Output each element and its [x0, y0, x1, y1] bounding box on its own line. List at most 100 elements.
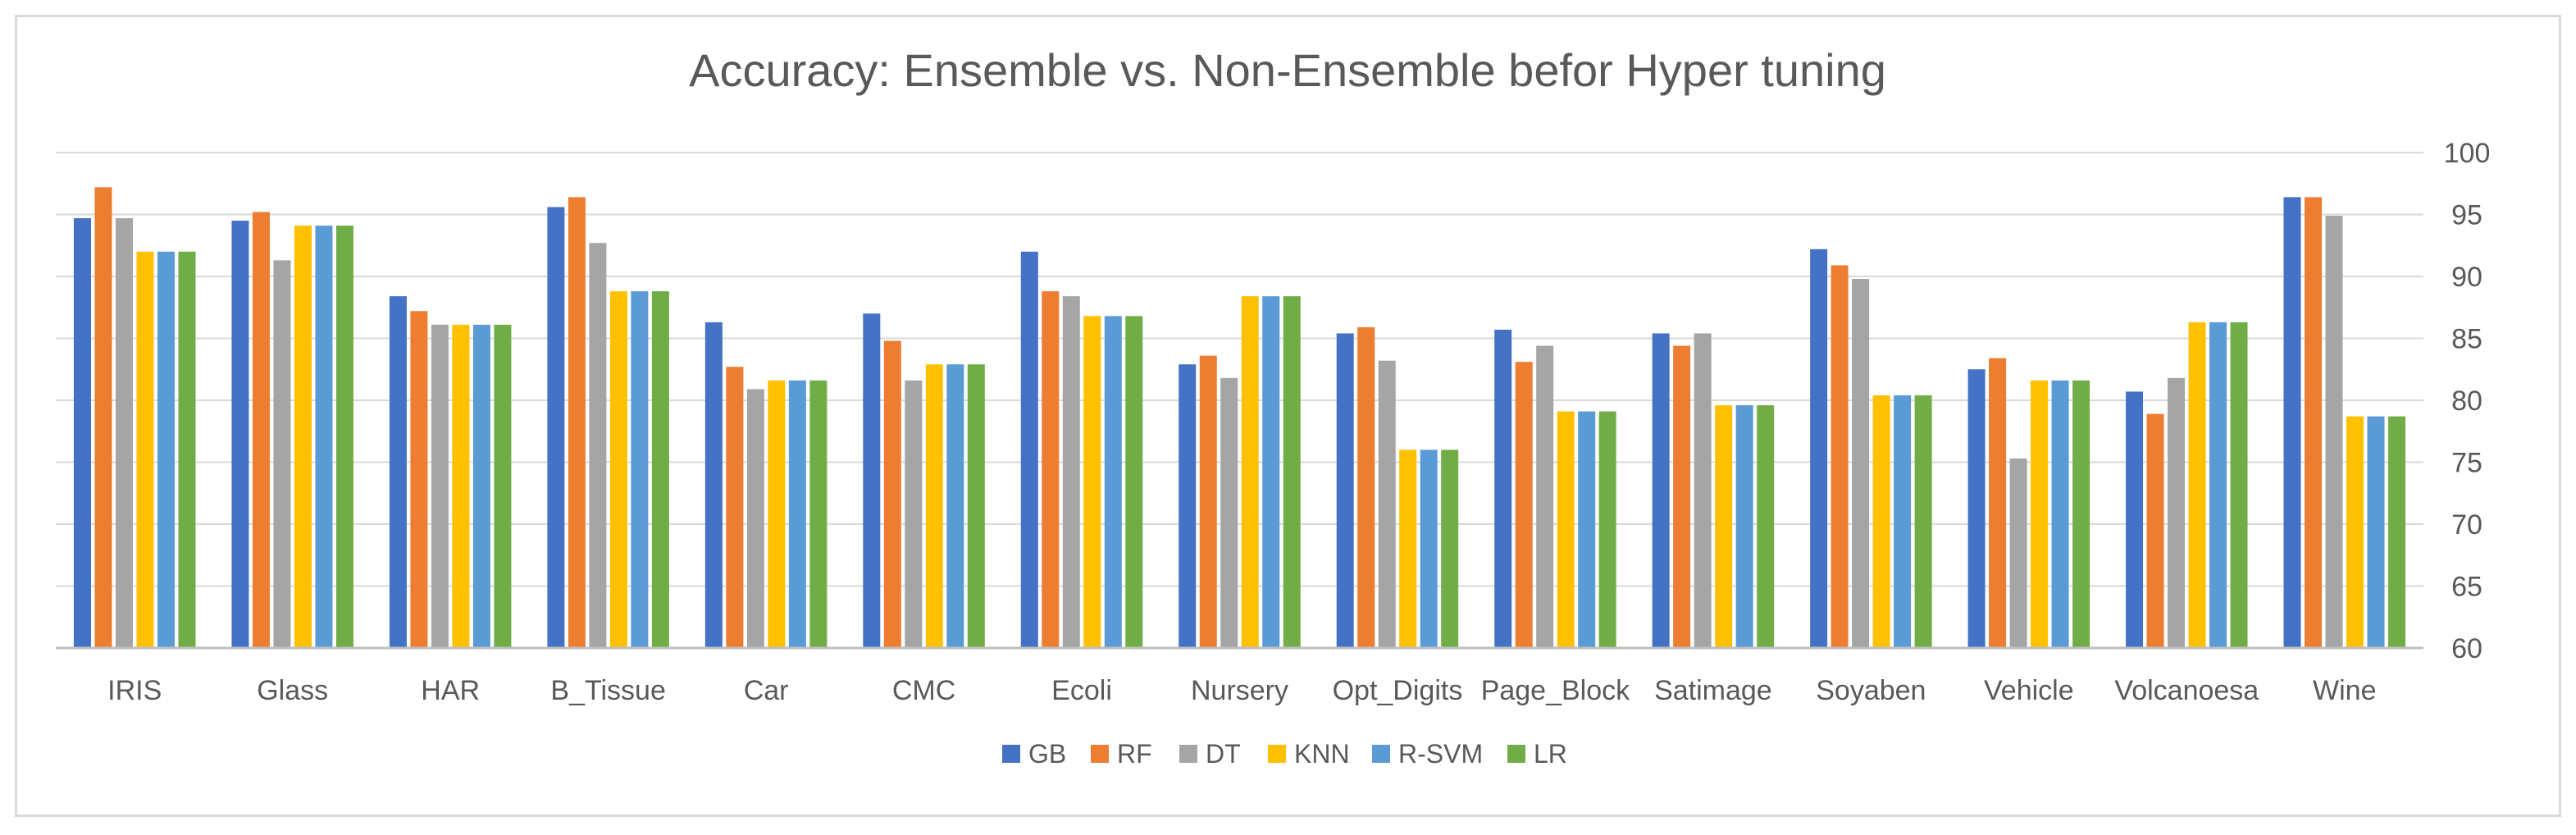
- legend-swatch: [1268, 745, 1286, 763]
- bar-lr-soyaben: [1914, 395, 1932, 648]
- bar-knn-ecoli: [1083, 316, 1101, 648]
- legend-label: GB: [1028, 739, 1066, 769]
- bar-gb-soyaben: [1810, 249, 1828, 648]
- bar-dt-glass: [273, 260, 291, 648]
- legend-label: DT: [1206, 739, 1241, 769]
- category-label: Volcanoesa: [2114, 675, 2259, 706]
- bar-dt-satimage: [1694, 333, 1712, 648]
- y-tick-label: 85: [2451, 324, 2483, 355]
- category-label: Glass: [257, 675, 328, 706]
- bar-lr-ecoli: [1125, 316, 1143, 648]
- bar-knn-har: [452, 324, 470, 648]
- category-label: HAR: [421, 675, 480, 706]
- bar-lr-har: [494, 324, 512, 648]
- bars: [73, 187, 2406, 649]
- bar-rf-ecoli: [1042, 291, 1060, 648]
- bar-gb-b_tissue: [547, 207, 565, 648]
- bar-dt-cmc: [905, 380, 923, 648]
- bar-dt-b_tissue: [589, 243, 607, 648]
- legend-swatch: [1372, 745, 1390, 763]
- bar-knn-nursery: [1241, 296, 1259, 648]
- category-label: Vehicle: [1984, 675, 2074, 706]
- bar-rf-satimage: [1673, 345, 1691, 648]
- bar-rf-volcanoesa: [2146, 413, 2164, 648]
- bar-knn-volcanoesa: [2188, 322, 2206, 648]
- bar-r-svm-opt_digits: [1420, 449, 1438, 648]
- bar-gb-page_block: [1494, 329, 1512, 648]
- bar-lr-glass: [335, 226, 353, 649]
- bar-knn-satimage: [1715, 405, 1733, 648]
- bar-knn-soyaben: [1872, 395, 1890, 648]
- bar-r-svm-iris: [157, 251, 175, 648]
- bar-gb-satimage: [1652, 333, 1670, 648]
- bar-lr-cmc: [967, 364, 985, 648]
- bar-r-svm-wine: [2367, 416, 2385, 648]
- bar-rf-nursery: [1199, 355, 1217, 648]
- category-label: Opt_Digits: [1333, 675, 1463, 706]
- y-tick-label: 90: [2451, 262, 2483, 293]
- bar-knn-car: [768, 380, 786, 648]
- bar-lr-page_block: [1598, 411, 1616, 648]
- category-label: Ecoli: [1051, 675, 1112, 706]
- bar-r-svm-volcanoesa: [2209, 322, 2227, 648]
- bar-lr-volcanoesa: [2230, 322, 2248, 648]
- bar-lr-car: [809, 380, 828, 648]
- bar-lr-opt_digits: [1441, 449, 1459, 648]
- bar-knn-wine: [2346, 416, 2364, 648]
- category-labels: IRIS Glass HAR B_Tissue Car CMC Ecoli Nursery Op…: [107, 675, 2376, 706]
- category-label: Page_Block: [1481, 675, 1630, 706]
- bar-dt-har: [431, 324, 449, 648]
- bar-rf-car: [726, 367, 744, 648]
- category-label: B_Tissue: [550, 675, 665, 706]
- bar-r-svm-page_block: [1578, 411, 1596, 648]
- bar-rf-iris: [94, 187, 112, 648]
- bar-rf-soyaben: [1831, 265, 1849, 648]
- category-label: Wine: [2313, 675, 2376, 706]
- bar-gb-vehicle: [1967, 369, 1986, 648]
- y-tick-label: 70: [2451, 509, 2483, 541]
- bar-r-svm-ecoli: [1104, 316, 1122, 648]
- y-tick-label: 75: [2451, 448, 2483, 479]
- bar-gb-glass: [231, 221, 249, 648]
- bar-r-svm-b_tissue: [631, 291, 649, 648]
- category-label: IRIS: [107, 675, 162, 706]
- legend-swatch: [1002, 745, 1020, 763]
- bar-gb-cmc: [863, 313, 881, 648]
- legend-item-knn: KNN: [1268, 739, 1350, 769]
- legend-swatch: [1091, 745, 1109, 763]
- category-label: CMC: [892, 675, 955, 706]
- bar-gb-iris: [73, 218, 91, 648]
- y-tick-label: 60: [2451, 633, 2483, 664]
- bar-dt-wine: [2325, 216, 2343, 648]
- bar-r-svm-satimage: [1735, 405, 1753, 648]
- bar-rf-cmc: [883, 340, 901, 648]
- bar-rf-vehicle: [1989, 358, 2007, 648]
- legend-label: KNN: [1294, 739, 1350, 769]
- legend-item-r-svm: R-SVM: [1372, 739, 1483, 769]
- bar-lr-nursery: [1283, 296, 1301, 648]
- bar-r-svm-glass: [315, 226, 333, 649]
- bar-r-svm-vehicle: [2051, 380, 2069, 648]
- bar-dt-opt_digits: [1378, 360, 1396, 648]
- bar-dt-page_block: [1536, 345, 1554, 648]
- legend: GB RF DT KNN R-SVM LR: [1002, 739, 1567, 769]
- bar-rf-opt_digits: [1357, 326, 1375, 648]
- bar-lr-vehicle: [2072, 380, 2090, 648]
- bar-gb-volcanoesa: [2126, 391, 2144, 648]
- bar-r-svm-cmc: [946, 364, 964, 648]
- bar-knn-page_block: [1557, 411, 1575, 648]
- bar-rf-har: [410, 311, 428, 648]
- bar-rf-glass: [252, 212, 270, 649]
- legend-label: RF: [1117, 739, 1152, 769]
- bar-knn-vehicle: [2031, 380, 2049, 648]
- bar-knn-b_tissue: [609, 291, 627, 648]
- y-tick-label: 100: [2444, 138, 2491, 169]
- bar-knn-cmc: [925, 364, 943, 648]
- bar-lr-b_tissue: [651, 291, 669, 648]
- bar-knn-iris: [136, 251, 154, 648]
- bar-rf-wine: [2305, 197, 2323, 649]
- legend-label: R-SVM: [1398, 739, 1483, 769]
- bar-gb-nursery: [1179, 364, 1197, 648]
- legend-label: LR: [1534, 739, 1567, 769]
